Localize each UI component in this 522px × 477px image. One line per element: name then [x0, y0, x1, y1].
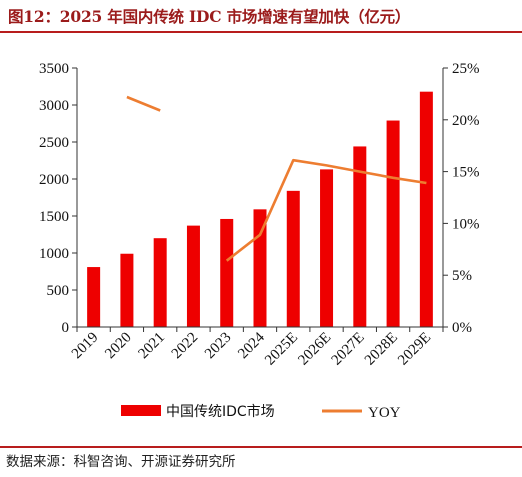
- x-tick-label: 2023: [202, 330, 235, 363]
- x-tick-label: 2028E: [362, 330, 401, 369]
- right-tick-label: 0%: [452, 320, 472, 336]
- bar: [286, 190, 300, 327]
- left-axis: 0 500 1000 1500 2000 2500 3000 3500: [39, 61, 78, 336]
- bar: [186, 225, 200, 327]
- left-tick-label: 0: [62, 320, 70, 336]
- right-tick-label: 10%: [452, 216, 480, 232]
- legend-line-label: YOY: [368, 405, 401, 421]
- right-tick-label: 5%: [452, 268, 472, 284]
- right-tick-label: 20%: [452, 113, 480, 129]
- legend-bar-label: 中国传统IDC市场: [166, 403, 275, 420]
- left-tick-label: 500: [47, 283, 70, 299]
- source-note: 数据来源：科智咨询、开源证券研究所: [6, 454, 236, 470]
- source-rule: [0, 446, 522, 448]
- x-tick-label: 2026E: [295, 330, 334, 369]
- x-tick-label: 2021: [135, 330, 168, 363]
- right-tick-label: 25%: [452, 61, 480, 77]
- bar: [220, 218, 234, 327]
- right-tick-label: 15%: [452, 165, 480, 181]
- x-tick-label: 2027E: [329, 330, 368, 369]
- yoy-line: [126, 95, 427, 262]
- bar: [153, 238, 167, 327]
- left-tick-label: 1500: [39, 209, 69, 225]
- x-axis: 2019 2020 2021 2022 2023 20242025E2026E2027E2…: [69, 326, 444, 369]
- legend-bar-swatch: [121, 405, 161, 416]
- x-tick-label: 2019: [69, 330, 102, 363]
- left-tick-label: 3500: [39, 61, 69, 77]
- legend: 中国传统IDC市场 YOY: [121, 403, 401, 421]
- title-rule: [0, 31, 522, 33]
- bar: [353, 146, 367, 327]
- bar: [87, 267, 101, 327]
- bar: [120, 253, 134, 327]
- yoy-series: [126, 95, 427, 262]
- left-tick-label: 2500: [39, 135, 69, 151]
- left-tick-label: 2000: [39, 172, 69, 188]
- bar-series: [87, 91, 433, 328]
- x-tick-label: 2020: [102, 330, 135, 363]
- left-tick-label: 1000: [39, 246, 69, 262]
- right-axis: 0% 5% 10% 15% 20% 25%: [442, 61, 480, 336]
- left-tick-label: 3000: [39, 98, 69, 114]
- bar: [419, 91, 433, 328]
- chart-title: 图12：2025 年国内传统 IDC 市场增速有望加快（亿元）: [8, 7, 411, 26]
- bar: [320, 169, 334, 327]
- x-tick-label: 2022: [169, 330, 202, 363]
- x-tick-label: 2025E: [262, 330, 301, 369]
- bar: [386, 120, 400, 327]
- x-tick-label: 2029E: [395, 330, 434, 369]
